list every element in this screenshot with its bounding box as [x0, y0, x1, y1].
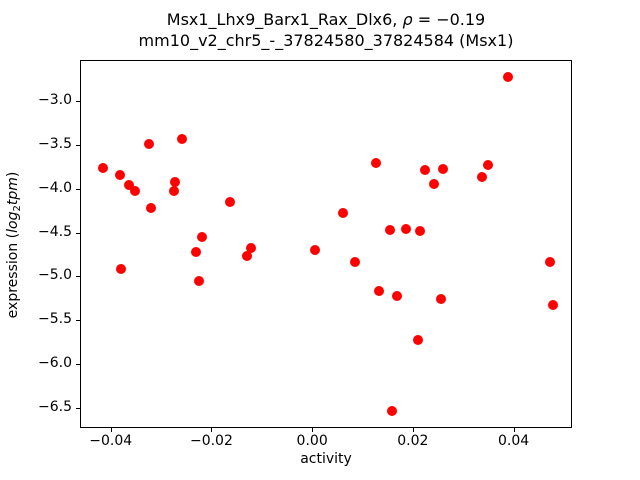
y-tick-label: −4.0	[38, 179, 72, 196]
y-tick-label: −4.5	[38, 223, 72, 240]
title-correlation-value: = −0.19	[412, 10, 486, 29]
title-gene-set: Msx1_Lhx9_Barx1_Rax_Dlx6,	[166, 10, 403, 29]
data-point	[420, 165, 431, 176]
y-tick-mark	[76, 144, 80, 146]
y-tick-mark	[76, 188, 80, 190]
y-axis-label: expression (log2tpm)	[5, 135, 23, 355]
data-point	[387, 406, 398, 417]
y-tick-label: −3.5	[38, 135, 72, 152]
rho-symbol: ρ	[402, 10, 413, 29]
y-tick-label: −3.0	[38, 92, 72, 109]
data-point	[114, 169, 125, 180]
data-point	[437, 163, 448, 174]
data-point	[168, 186, 179, 197]
y-tick-mark	[76, 232, 80, 234]
x-tick-mark	[513, 428, 515, 432]
data-point	[428, 179, 439, 190]
chart-title-line2: mm10_v2_chr5_-_37824580_37824584 (Msx1)	[138, 31, 514, 50]
y-tick-mark	[76, 276, 80, 278]
y-tick-mark	[76, 320, 80, 322]
data-point	[415, 225, 426, 236]
x-tick-label: −0.04	[89, 433, 133, 449]
ylabel-tpm: tpm	[5, 177, 21, 206]
data-point	[169, 176, 180, 187]
x-tick-label: 0.00	[296, 433, 328, 449]
data-point	[146, 203, 156, 214]
data-point	[194, 275, 205, 286]
data-point	[435, 294, 446, 305]
ylabel-suffix: )	[5, 171, 21, 178]
data-point	[476, 172, 487, 183]
data-point	[129, 185, 140, 196]
x-tick-mark	[312, 428, 314, 432]
y-tick-label: −6.0	[38, 355, 72, 372]
data-point	[412, 335, 423, 346]
y-tick-label: −5.5	[38, 311, 72, 328]
ylabel-log-subscript: 2	[12, 205, 23, 212]
data-point	[191, 246, 202, 257]
data-point	[391, 290, 402, 301]
data-point	[309, 245, 320, 256]
data-point	[482, 160, 493, 171]
ylabel-log: log	[5, 211, 21, 233]
x-axis-label: activity	[300, 451, 352, 467]
data-point	[401, 224, 412, 235]
data-point	[374, 286, 385, 297]
y-tick-mark	[76, 407, 80, 409]
data-point	[224, 196, 235, 207]
data-point	[544, 256, 555, 267]
chart-title: Msx1_Lhx9_Barx1_Rax_Dlx6, ρ = −0.19 mm10…	[80, 9, 572, 51]
y-tick-label: −6.5	[38, 398, 72, 415]
y-tick-mark	[76, 364, 80, 366]
x-tick-mark	[412, 428, 414, 432]
x-tick-label: 0.02	[397, 433, 429, 449]
data-point	[337, 208, 348, 219]
data-point	[349, 256, 360, 267]
data-point	[197, 231, 208, 242]
data-point	[116, 263, 127, 274]
x-tick-label: 0.04	[497, 433, 530, 449]
y-tick-mark	[76, 101, 80, 103]
data-point	[124, 180, 135, 191]
data-point	[144, 139, 155, 150]
data-point	[503, 71, 514, 82]
x-tick-label: −0.02	[189, 433, 233, 449]
data-point	[385, 224, 396, 235]
plot-area	[80, 60, 572, 428]
y-tick-label: −5.0	[38, 267, 72, 284]
ylabel-prefix: expression (	[5, 232, 21, 319]
data-point	[176, 133, 187, 144]
x-tick-mark	[110, 428, 112, 432]
data-point	[371, 158, 382, 169]
data-point	[547, 300, 558, 311]
chart-title-line1: Msx1_Lhx9_Barx1_Rax_Dlx6, ρ = −0.19	[80, 9, 572, 30]
x-tick-mark	[211, 428, 213, 432]
data-point	[97, 162, 108, 173]
data-point	[242, 251, 253, 262]
data-point	[245, 243, 256, 254]
